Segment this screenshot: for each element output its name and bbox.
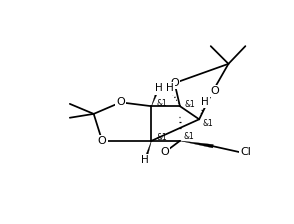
Text: &1: &1: [202, 119, 213, 128]
Polygon shape: [180, 141, 213, 148]
Text: H: H: [166, 84, 174, 93]
Polygon shape: [151, 88, 160, 106]
Text: H: H: [141, 155, 149, 165]
Text: H: H: [201, 97, 209, 107]
Text: O: O: [116, 97, 125, 107]
Text: O: O: [210, 86, 219, 96]
Text: &1: &1: [156, 133, 167, 142]
Text: &1: &1: [156, 99, 167, 108]
Text: &1: &1: [184, 132, 195, 142]
Polygon shape: [144, 141, 151, 161]
Text: H: H: [155, 84, 162, 93]
Text: Cl: Cl: [240, 147, 251, 157]
Text: O: O: [170, 78, 179, 88]
Text: O: O: [160, 147, 169, 157]
Text: O: O: [98, 136, 106, 146]
Text: &1: &1: [185, 100, 195, 109]
